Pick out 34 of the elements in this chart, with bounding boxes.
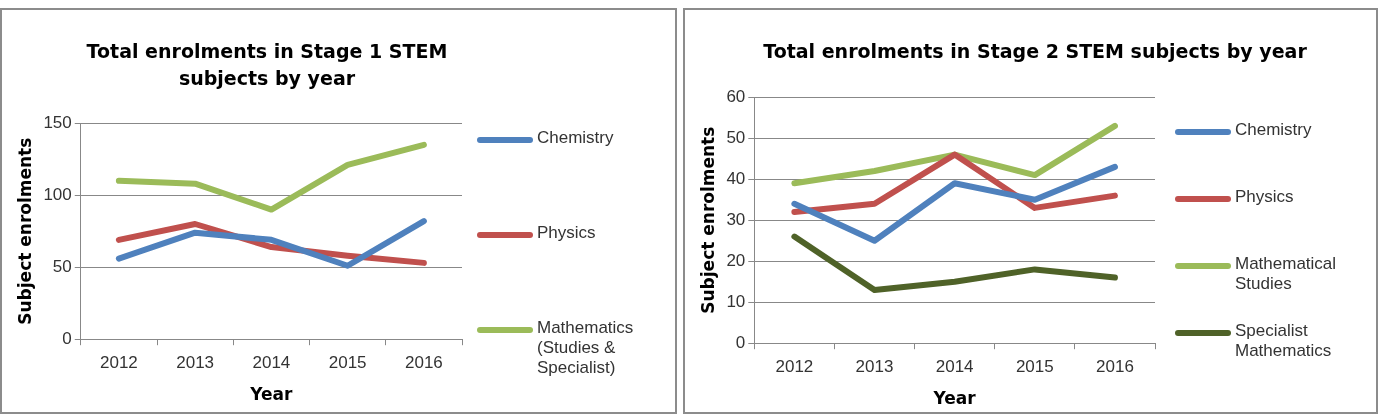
y-tick-label: 40 [726, 168, 746, 188]
y-tick-label: 60 [726, 86, 746, 106]
legend-label: Physics [1235, 187, 1295, 207]
x-axis-title: Year [932, 388, 977, 409]
x-tick-label: 2013 [176, 353, 215, 373]
y-tick-label: 50 [52, 256, 72, 276]
x-tick-label: 2013 [855, 357, 894, 377]
legend-label: Mathematics (Studies & Specialist) [537, 318, 635, 378]
y-tick-label: 50 [726, 127, 746, 147]
chart-title: Total enrolments in Stage 2 STEM subjects by year [762, 39, 1308, 64]
y-tick-label: 30 [726, 209, 746, 229]
x-tick-label: 2015 [1015, 357, 1054, 377]
x-tick-label: 2012 [99, 353, 138, 373]
x-tick-label: 2014 [935, 357, 974, 377]
x-tick-label: 2016 [1096, 357, 1134, 377]
legend-label: Mathematical Studies [1235, 254, 1338, 294]
legend-label: Specialist Mathematics [1235, 321, 1333, 361]
x-tick-label: 2015 [328, 353, 367, 373]
y-tick-label: 100 [43, 184, 72, 204]
legend-label: Chemistry [1235, 120, 1313, 140]
x-axis-title: Year [249, 384, 294, 405]
legend-label: Chemistry [537, 128, 615, 148]
y-axis-title: Subject enrolments [14, 137, 35, 325]
x-tick-label: 2014 [252, 353, 291, 373]
x-tick-label: 2012 [775, 357, 814, 377]
y-tick-label: 0 [62, 328, 72, 348]
y-axis-title: Subject enrolments [697, 126, 718, 314]
y-tick-label: 10 [726, 291, 746, 311]
legend-label: Physics [537, 223, 597, 243]
chart-title: Total enrolments in Stage 1 STEM subjects by year [85, 39, 449, 91]
y-tick-label: 20 [726, 250, 746, 270]
y-tick-label: 0 [735, 332, 746, 352]
x-tick-label: 2016 [404, 353, 443, 373]
y-tick-label: 150 [43, 112, 72, 132]
